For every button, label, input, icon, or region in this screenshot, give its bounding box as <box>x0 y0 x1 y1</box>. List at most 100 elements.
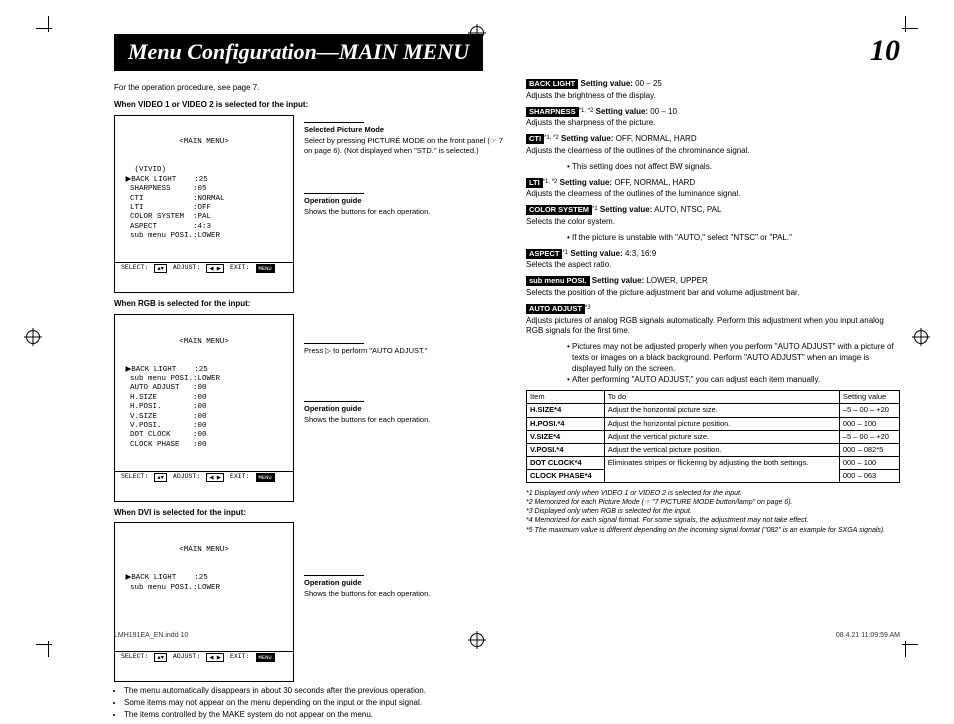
item-desc: Adjusts the clearness of the outlines of… <box>526 146 900 157</box>
footer-left: LMH191EA_EN.indd 10 <box>114 632 188 639</box>
osd-btn: ▲▼ <box>154 264 167 273</box>
setting-label: Setting value: <box>580 79 632 88</box>
osd-body: (VIVID) ▶BACK LIGHT :25 SHARPNESS :05 CT… <box>121 166 287 241</box>
osd-body: ▶BACK LIGHT :25 sub menu POSI.:LOWER AUT… <box>121 366 287 450</box>
td: 000 – 100 <box>839 417 899 430</box>
list-item: This setting does not affect BW signals. <box>572 162 900 173</box>
osd-key: SELECT: <box>121 473 148 482</box>
td: Adjust the vertical picture size. <box>604 430 839 443</box>
osd-panel-dvi: <MAIN MENU> ▶BACK LIGHT :25 sub menu POS… <box>114 522 294 682</box>
setting-value: OFF, NORMAL, HARD <box>614 178 695 187</box>
item-tag: LTI <box>526 178 543 188</box>
setting-label: Setting value: <box>592 276 644 285</box>
page: Menu Configuration—MAIN MENU 10 For the … <box>0 0 954 673</box>
footer-right: 08.4.21 11:09:59 AM <box>836 632 900 639</box>
item-desc: Selects the aspect ratio. <box>526 260 900 271</box>
opguide-body: Shows the buttons for each operation. <box>304 207 508 217</box>
osd-panel-rgb: <MAIN MENU> ▶BACK LIGHT :25 sub menu POS… <box>114 314 294 502</box>
leader-line <box>304 575 364 576</box>
osd-footer: SELECT: ▲▼ ADJUST: ◀ ▶ EXIT: MENU <box>115 471 293 482</box>
sup: *1, *2 <box>544 135 559 141</box>
list-item: Some items may not appear on the menu de… <box>124 698 508 709</box>
table-row: H.SIZE*4Adjust the horizontal picture si… <box>527 404 900 417</box>
table-row: DOT CLOCK*4Eliminates stripes or flicker… <box>527 456 900 469</box>
adjust-table: Item To do Setting value H.SIZE*4Adjust … <box>526 390 900 483</box>
sub-list: If the picture is unstable with "AUTO," … <box>532 233 900 244</box>
item-tag: BACK LIGHT <box>526 79 578 89</box>
register-mark <box>470 26 484 40</box>
td: Eliminates stripes or flickering by adju… <box>604 456 839 482</box>
footnote: *2 Memorized for each Picture Mode (☞ "7… <box>526 498 900 507</box>
osd-key: SELECT: <box>121 653 148 662</box>
td: V.POSI.*4 <box>527 443 605 456</box>
setting-value: AUTO, NTSC, PAL <box>654 205 721 214</box>
footnote: *3 Displayed only when RGB is selected f… <box>526 507 900 516</box>
leader-line <box>304 343 364 344</box>
note-body: Press ▷ to perform "AUTO ADJUST." <box>304 346 508 356</box>
td: 000 – 100 <box>839 456 899 469</box>
opguide-heading: Operation guide <box>304 578 508 588</box>
osd-title: <MAIN MENU> <box>121 338 287 347</box>
osd-btn: MENU <box>256 473 275 482</box>
osd-btn: ◀ ▶ <box>206 473 224 482</box>
item-tag: sub menu POSI. <box>526 276 590 286</box>
sup: *1, *2 <box>579 108 594 114</box>
note-heading: Selected Picture Mode <box>304 125 508 135</box>
sup: *1 <box>592 206 598 212</box>
leader-line <box>304 401 364 402</box>
leader-line <box>304 193 364 194</box>
opguide-body: Shows the buttons for each operation. <box>304 415 508 425</box>
td: Adjust the horizontal picture size. <box>604 404 839 417</box>
opguide-heading: Operation guide <box>304 196 508 206</box>
sub-list: This setting does not affect BW signals. <box>532 162 900 173</box>
item-desc: Adjusts pictures of analog RGB signals a… <box>526 316 900 338</box>
intro-text: For the operation procedure, see page 7. <box>114 83 508 94</box>
list-item: After performing "AUTO ADJUST," you can … <box>572 375 900 386</box>
td: H.POSI.*4 <box>527 417 605 430</box>
osd-key: SELECT: <box>121 264 148 273</box>
osd-btn: ▲▼ <box>154 653 167 662</box>
osd-key: EXIT: <box>230 653 250 662</box>
osd-key: ADJUST: <box>173 653 200 662</box>
sup: *1, *2 <box>543 179 558 185</box>
td: 000 – 082*5 <box>839 443 899 456</box>
osd-key: ADJUST: <box>173 473 200 482</box>
item-desc: Adjusts the sharpness of the picture. <box>526 118 900 129</box>
osd-btn: MENU <box>256 653 275 662</box>
th: Setting value <box>839 391 899 404</box>
cropmark <box>36 16 62 42</box>
item-desc: Adjusts the clearness of the outlines of… <box>526 189 900 200</box>
list-item: Pictures may not be adjusted properly wh… <box>572 342 900 374</box>
osd-btn: MENU <box>256 264 275 273</box>
item-tag: COLOR SYSTEM <box>526 205 592 215</box>
osd-body: ▶BACK LIGHT :25 sub menu POSI.:LOWER <box>121 574 287 630</box>
td: V.SIZE*4 <box>527 430 605 443</box>
setting-value: 00 – 25 <box>635 79 662 88</box>
opguide-heading: Operation guide <box>304 404 508 414</box>
osd-btn: ▲▼ <box>154 473 167 482</box>
item-tag: SHARPNESS <box>526 107 579 117</box>
footnotes: *1 Displayed only when VIDEO 1 or VIDEO … <box>526 489 900 534</box>
td: Adjust the horizontal picture position. <box>604 417 839 430</box>
item-desc: Adjusts the brightness of the display. <box>526 91 900 102</box>
osd-btn: ◀ ▶ <box>206 264 224 273</box>
setting-label: Setting value: <box>560 178 612 187</box>
td: CLOCK PHASE*4 <box>527 470 605 483</box>
th: Item <box>527 391 605 404</box>
setting-label: Setting value: <box>596 107 648 116</box>
list-item: If the picture is unstable with "AUTO," … <box>572 233 900 244</box>
setting-value: LOWER, UPPER <box>646 276 707 285</box>
register-mark <box>914 330 928 344</box>
footnote: *1 Displayed only when VIDEO 1 or VIDEO … <box>526 489 900 498</box>
section-heading-video: When VIDEO 1 or VIDEO 2 is selected for … <box>114 100 508 111</box>
list-item: The items controlled by the MAKE system … <box>124 710 508 721</box>
setting-label: Setting value: <box>561 134 613 143</box>
osd-key: EXIT: <box>230 473 250 482</box>
setting-label: Setting value: <box>570 249 622 258</box>
note-body: Select by pressing PICTURE MODE on the f… <box>304 136 508 156</box>
td: Adjust the vertical picture position. <box>604 443 839 456</box>
leader-line <box>304 122 364 123</box>
setting-value: 4:3, 16:9 <box>625 249 656 258</box>
register-mark <box>26 330 40 344</box>
osd-title: <MAIN MENU> <box>121 546 287 555</box>
